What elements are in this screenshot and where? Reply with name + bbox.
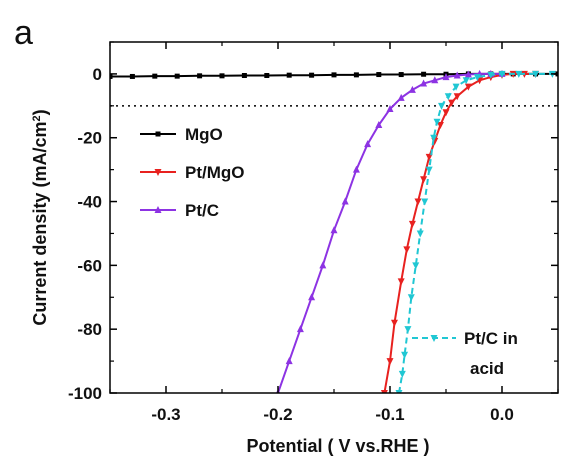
- data-point: [464, 70, 472, 78]
- data-point: [448, 99, 456, 107]
- data-point: [386, 105, 394, 113]
- annotation-pt-c-in-acid: Pt/C in acid: [412, 329, 518, 378]
- data-point: [286, 72, 292, 78]
- data-point: [421, 71, 427, 77]
- data-point: [416, 230, 424, 238]
- series-pt-c-in-acid: [395, 70, 556, 393]
- legend-label: Pt/MgO: [185, 163, 245, 182]
- panel-label: a: [14, 14, 33, 52]
- annotation-marker: [430, 335, 438, 342]
- data-point: [515, 70, 523, 78]
- data-point: [309, 72, 315, 78]
- data-point: [532, 70, 540, 78]
- data-point: [386, 358, 394, 366]
- data-point: [420, 176, 428, 184]
- y-tick-label: -40: [77, 193, 102, 212]
- data-point: [464, 83, 472, 91]
- data-point: [425, 166, 433, 174]
- data-point: [308, 293, 316, 301]
- series-pt-c: [276, 69, 506, 393]
- legend-label: Pt/C: [185, 201, 219, 220]
- data-point: [408, 85, 416, 93]
- y-tick-label: -80: [77, 320, 102, 339]
- legend-item-mgo: MgO: [140, 125, 223, 144]
- x-tick-label: -0.3: [151, 405, 180, 424]
- data-point: [430, 134, 438, 142]
- legend-item-pt-mgo: Pt/MgO: [140, 163, 245, 182]
- data-point: [129, 73, 135, 79]
- data-point: [264, 73, 270, 79]
- data-point: [353, 72, 359, 78]
- data-point: [398, 370, 406, 378]
- data-point: [420, 79, 428, 87]
- data-point: [425, 153, 433, 161]
- x-tick-label: -0.2: [263, 405, 292, 424]
- data-point: [442, 73, 450, 81]
- data-point: [431, 76, 439, 84]
- legend-marker: [155, 131, 161, 137]
- data-point: [174, 73, 180, 79]
- data-point: [403, 246, 411, 254]
- y-axis-title-sup: 2: [31, 115, 43, 121]
- data-point: [110, 73, 113, 79]
- data-point: [473, 74, 481, 82]
- data-point: [398, 72, 404, 78]
- x-tick-label: -0.1: [375, 405, 404, 424]
- data-point: [444, 93, 452, 101]
- data-point: [404, 326, 412, 334]
- data-point: [219, 73, 225, 79]
- data-point: [319, 261, 327, 269]
- legend-marker: [154, 169, 162, 176]
- legend-marker: [154, 206, 162, 213]
- data-point: [436, 121, 444, 129]
- data-point: [412, 262, 420, 270]
- data-point: [331, 72, 337, 78]
- data-point: [414, 198, 422, 206]
- x-tick-label: 0.0: [490, 405, 514, 424]
- data-point: [453, 93, 461, 101]
- data-point: [453, 71, 461, 79]
- data-point: [197, 73, 203, 79]
- data-point: [241, 73, 247, 79]
- data-point: [433, 118, 441, 126]
- legend-item-pt-c: Pt/C: [140, 201, 219, 220]
- data-point: [352, 165, 360, 173]
- y-axis-title-end: ): [30, 109, 50, 115]
- y-tick-label: -60: [77, 256, 102, 275]
- data-point: [442, 109, 450, 117]
- data-point: [462, 77, 470, 85]
- data-point: [341, 197, 349, 205]
- y-tick-label: 0: [93, 65, 102, 84]
- y-axis-title: Current density (mA/cm2): [30, 109, 50, 325]
- data-point: [407, 294, 415, 302]
- data-point: [498, 70, 506, 78]
- data-point: [152, 73, 158, 79]
- data-point: [364, 140, 372, 148]
- data-point: [375, 120, 383, 128]
- plot-area: -0.3 -0.2 -0.1 0.0 0 -20 -40 -60 -80 -100 MgO Pt/Mg…: [68, 41, 559, 424]
- annotation-label-line-1: Pt/C in: [464, 329, 518, 348]
- data-point: [421, 198, 429, 206]
- data-point: [285, 357, 293, 365]
- data-point: [438, 102, 446, 110]
- y-tick-label: -20: [77, 129, 102, 148]
- annotation-label-line-2: acid: [470, 359, 504, 378]
- y-axis-title-main: Current density (mA/cm: [30, 122, 50, 326]
- legend-label: MgO: [185, 125, 223, 144]
- data-point: [452, 83, 460, 91]
- data-point: [296, 325, 304, 333]
- data-point: [487, 71, 495, 79]
- data-point: [390, 319, 398, 327]
- data-point: [376, 72, 382, 78]
- x-axis-title: Potential ( V vs.RHE ): [246, 436, 429, 456]
- data-point: [397, 93, 405, 101]
- data-point: [330, 226, 338, 234]
- y-tick-label: -100: [68, 384, 102, 403]
- data-point: [401, 351, 409, 359]
- data-point: [408, 220, 416, 228]
- data-point: [397, 278, 405, 286]
